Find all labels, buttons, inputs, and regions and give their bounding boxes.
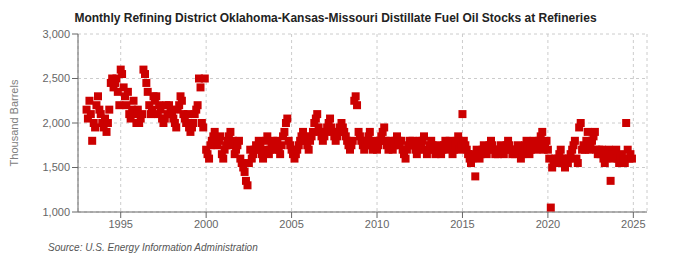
svg-text:2015: 2015 [450, 218, 474, 230]
svg-text:2025: 2025 [621, 218, 645, 230]
svg-text:2,000: 2,000 [42, 117, 70, 129]
svg-text:2005: 2005 [279, 218, 303, 230]
svg-text:1,500: 1,500 [42, 161, 70, 173]
svg-text:2020: 2020 [536, 218, 560, 230]
svg-text:3,000: 3,000 [42, 28, 70, 40]
svg-text:Thousand Barrels: Thousand Barrels [8, 79, 20, 166]
svg-text:1995: 1995 [108, 218, 132, 230]
svg-text:2000: 2000 [194, 218, 218, 230]
html-text:Monthly Refining District Okla: Monthly Refining District Oklahoma-Kansa… [74, 11, 597, 25]
svg-text:2010: 2010 [365, 218, 389, 230]
svg-text:1,000: 1,000 [42, 206, 70, 218]
svg-text:2,500: 2,500 [42, 72, 70, 84]
html-text:Source: U.S. Energy Informatio: Source: U.S. Energy Information Administ… [48, 242, 258, 253]
